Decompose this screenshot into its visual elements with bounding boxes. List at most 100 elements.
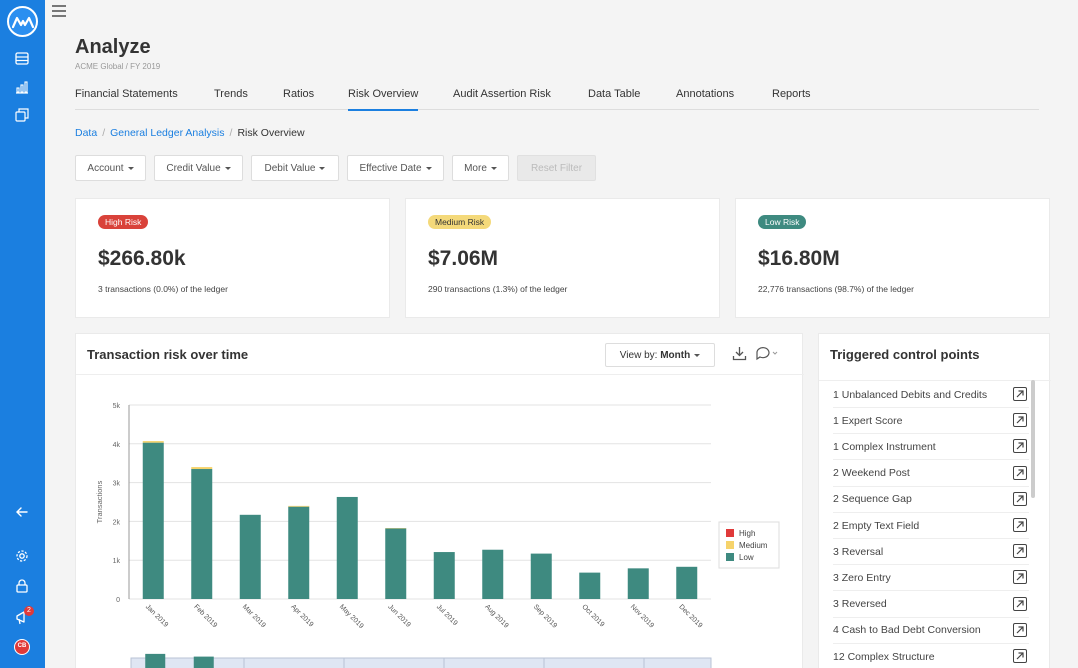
tab-annotations[interactable]: Annotations (676, 88, 735, 100)
bar-low (433, 552, 455, 599)
breadcrumb: Data / General Ledger Analysis / Risk Overvi… (75, 127, 305, 139)
x-tick-label: May 2019 (338, 603, 365, 630)
control-point-item[interactable]: 3 Reversal (833, 539, 1029, 566)
open-external-icon[interactable] (1013, 649, 1027, 663)
x-tick-label: Dec 2019 (677, 603, 703, 629)
control-point-item[interactable]: 1 Unbalanced Debits and Credits (833, 382, 1029, 408)
open-external-icon[interactable] (1013, 518, 1027, 532)
y-tick-label: 4k (113, 442, 121, 449)
tab-trends[interactable]: Trends (214, 88, 248, 100)
tab-audit-assertion-risk[interactable]: Audit Assertion Risk (453, 88, 551, 100)
scrollbar[interactable] (1031, 380, 1035, 498)
control-point-item[interactable]: 12 Complex Structure (833, 644, 1029, 668)
control-point-label: 3 Reversed (833, 598, 887, 611)
open-external-icon[interactable] (1013, 544, 1027, 559)
breadcrumb-separator: / (229, 127, 233, 139)
y-tick-label: 3k (113, 481, 121, 488)
y-tick-label: 5k (113, 403, 121, 410)
legend-swatch (726, 529, 734, 537)
open-external-icon[interactable] (1013, 387, 1027, 401)
x-tick-label: Feb 2019 (192, 603, 218, 629)
analytics-icon[interactable] (12, 77, 32, 97)
control-point-label: 1 Complex Instrument (833, 440, 936, 453)
panel-divider (76, 374, 804, 375)
x-tick-label: Mar 2019 (241, 603, 267, 629)
app-logo-icon[interactable] (7, 6, 38, 37)
legend-label: Medium (739, 541, 768, 550)
bar-low (288, 506, 310, 599)
control-point-item[interactable]: 2 Sequence Gap (833, 487, 1029, 513)
control-point-label: 2 Sequence Gap (833, 493, 912, 506)
announcement-icon[interactable] (12, 608, 32, 628)
control-point-label: 3 Zero Entry (833, 571, 891, 584)
credit-value-filter-button[interactable]: Credit Value (154, 155, 243, 181)
control-point-item[interactable]: 1 Complex Instrument (833, 434, 1029, 461)
control-point-item[interactable]: 3 Zero Entry (833, 565, 1029, 592)
debit-value-filter-button[interactable]: Debit Value (251, 155, 339, 181)
avatar[interactable]: CB (14, 639, 30, 655)
x-tick-label: Aug 2019 (483, 603, 509, 629)
lock-icon[interactable] (12, 576, 32, 596)
bar-low (142, 442, 164, 599)
tab-risk-overview[interactable]: Risk Overview (348, 88, 419, 111)
download-icon[interactable] (732, 346, 747, 361)
bar-low (627, 568, 649, 599)
tab-ratios[interactable]: Ratios (283, 88, 315, 100)
x-tick-label: Sep 2019 (532, 603, 558, 629)
open-external-icon[interactable] (1013, 570, 1027, 585)
comment-icon[interactable] (755, 346, 779, 361)
breadcrumb-separator: / (102, 127, 106, 139)
medium-risk-value: $7.06M (428, 247, 499, 270)
more-filter-button[interactable]: More (452, 155, 509, 181)
range-navigator-bar (193, 656, 214, 668)
gear-icon[interactable] (12, 546, 32, 566)
bar-low (239, 514, 261, 599)
page-subtitle: ACME Global / FY 2019 (75, 62, 161, 71)
documents-icon[interactable] (12, 105, 32, 125)
effective-date-filter-button[interactable]: Effective Date (347, 155, 444, 181)
menu-icon[interactable] (52, 5, 66, 17)
breadcrumb-data[interactable]: Data (75, 127, 98, 139)
view-by-dropdown[interactable]: View by: Month (605, 343, 715, 367)
tab-data-table[interactable]: Data Table (588, 88, 641, 100)
reset-filter-button[interactable]: Reset Filter (517, 155, 596, 181)
bar-low (191, 469, 213, 599)
control-point-item[interactable]: 2 Empty Text Field (833, 513, 1029, 539)
y-tick-label: 0 (116, 597, 120, 604)
open-external-icon[interactable] (1013, 439, 1027, 454)
caret-down-icon (425, 166, 432, 170)
account-filter-button[interactable]: Account (75, 155, 146, 181)
control-point-item[interactable]: 2 Weekend Post (833, 461, 1029, 487)
open-external-icon[interactable] (1013, 465, 1027, 480)
bar-low (579, 572, 601, 599)
x-tick-label: Apr 2019 (289, 603, 314, 628)
y-tick-label: 2k (113, 519, 121, 526)
high-risk-badge: High Risk (98, 215, 149, 229)
caret-down-icon (127, 166, 134, 170)
bar-low (530, 553, 552, 599)
control-point-label: 2 Empty Text Field (833, 519, 920, 532)
tab-bar: Financial Statements Trends Ratios Risk … (75, 86, 1039, 111)
bar-low (336, 496, 358, 599)
low-risk-card: Low Risk $16.80M 22,776 transactions (98… (735, 198, 1050, 318)
view-by-label: View by: (619, 349, 658, 361)
control-point-label: 2 Weekend Post (833, 467, 910, 480)
control-point-item[interactable]: 3 Reversed (833, 592, 1029, 618)
control-point-item[interactable]: 4 Cash to Bad Debt Conversion (833, 618, 1029, 644)
table-icon[interactable] (12, 48, 32, 68)
control-point-label: 4 Cash to Bad Debt Conversion (833, 624, 981, 637)
range-navigator (130, 657, 712, 668)
open-external-icon[interactable] (1013, 413, 1027, 428)
low-risk-summary: 22,776 transactions (98.7%) of the ledge… (758, 284, 914, 294)
breadcrumb-general-ledger-analysis[interactable]: General Ledger Analysis (110, 127, 225, 139)
debit-value-filter-label: Debit Value (264, 162, 316, 174)
collapse-arrow-icon[interactable] (12, 502, 32, 522)
tab-financial-statements[interactable]: Financial Statements (75, 88, 178, 100)
control-point-item[interactable]: 1 Expert Score (833, 408, 1029, 435)
tab-reports[interactable]: Reports (772, 88, 811, 100)
breadcrumb-current: Risk Overview (237, 127, 305, 139)
open-external-icon[interactable] (1013, 596, 1027, 611)
range-navigator-bar (145, 653, 166, 668)
open-external-icon[interactable] (1013, 622, 1027, 637)
open-external-icon[interactable] (1013, 491, 1027, 506)
